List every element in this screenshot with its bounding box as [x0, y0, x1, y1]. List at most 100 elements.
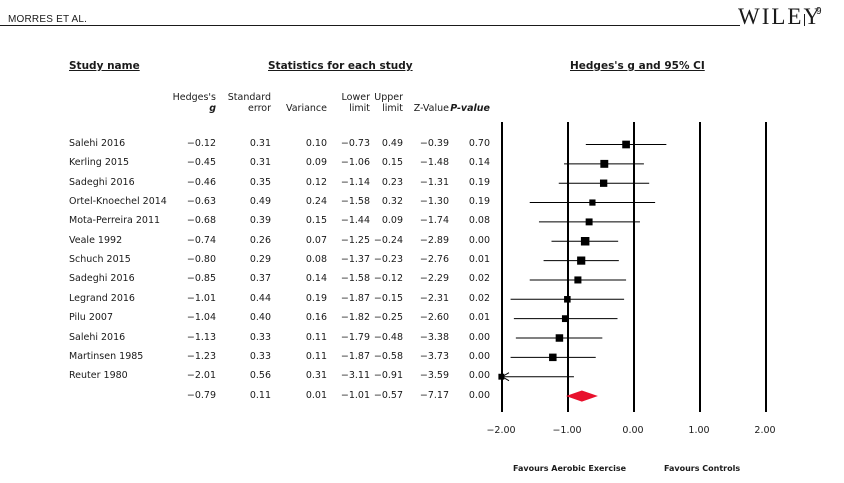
effect-square [589, 199, 596, 206]
hedges-g-cell: −0.63 [186, 196, 216, 208]
p-value-cell: 0.02 [468, 292, 490, 304]
z-value-cell: −3.38 [419, 331, 449, 343]
effect-square [577, 256, 586, 265]
p-value-cell: 0.01 [468, 254, 490, 266]
col-header-z-value: Z-Value [413, 103, 449, 114]
standard-error-cell: 0.26 [249, 234, 271, 246]
upper-limit-cell: 0.15 [381, 157, 403, 169]
p-value-cell: 0.00 [468, 389, 490, 401]
col-header-standard-error: Standard error [227, 92, 271, 114]
standard-error-cell: 0.31 [249, 157, 271, 169]
study-name-cell: Veale 1992 [69, 234, 123, 246]
variance-cell: 0.24 [305, 196, 327, 208]
lower-limit-cell: −3.11 [340, 370, 370, 382]
standard-error-cell: 0.37 [249, 273, 271, 285]
hedges-g-cell: −0.68 [186, 215, 216, 227]
variance-cell: 0.10 [305, 138, 327, 149]
upper-limit-cell: 0.09 [381, 215, 403, 227]
upper-limit-cell: −0.48 [373, 331, 403, 343]
effect-square [564, 296, 571, 303]
hedges-g-cell: −0.46 [186, 176, 216, 188]
effect-square [555, 334, 564, 342]
lower-limit-cell: −1.87 [340, 350, 370, 362]
variance-cell: 0.11 [305, 350, 327, 362]
p-value-cell: 0.19 [468, 176, 490, 188]
lower-limit-cell: −1.01 [340, 389, 370, 401]
standard-error-cell: 0.33 [249, 331, 271, 343]
p-value-cell: 0.02 [468, 273, 490, 285]
col-header-variance: Variance [285, 103, 327, 114]
upper-limit-cell: −0.24 [373, 234, 403, 246]
z-value-cell: −2.89 [419, 234, 449, 246]
col-header-upper-limit: Upper limit [374, 92, 403, 114]
lower-limit-cell: −1.58 [340, 273, 370, 285]
upper-limit-cell: −0.23 [373, 254, 403, 266]
upper-limit-cell: −0.58 [373, 350, 403, 362]
study-name-cell: Legrand 2016 [69, 292, 135, 304]
x-tick-label: 1.00 [688, 425, 710, 436]
study-name-cell: Sadeghi 2016 [69, 176, 135, 188]
upper-limit-cell: 0.23 [381, 176, 403, 188]
hedges-g-cell: −0.85 [186, 273, 216, 285]
standard-error-cell: 0.29 [249, 254, 271, 266]
variance-cell: 0.19 [305, 292, 327, 304]
standard-error-cell: 0.31 [249, 138, 271, 149]
study-name-cell: Mota-Perreira 2011 [69, 215, 161, 227]
standard-error-cell: 0.35 [249, 176, 271, 188]
running-head: MORRES ET AL. [8, 14, 88, 25]
effect-square [599, 179, 608, 187]
lower-limit-cell: −1.82 [340, 312, 370, 324]
variance-cell: 0.01 [305, 389, 327, 401]
effect-square [549, 353, 557, 362]
x-tick-label: −1.00 [552, 425, 582, 436]
study-name-cell: Kerling 2015 [69, 157, 130, 169]
upper-limit-cell: −0.25 [373, 312, 403, 324]
page-number-divider [804, 14, 805, 26]
z-value-cell: −1.30 [419, 196, 449, 208]
hedges-g-cell: −0.80 [186, 254, 216, 266]
publisher-logo: WILEY [738, 4, 823, 29]
p-value-cell: 0.00 [468, 331, 490, 343]
z-value-cell: −3.59 [419, 370, 449, 382]
p-value-cell: 0.08 [468, 215, 490, 227]
z-value-cell: −1.31 [419, 176, 449, 188]
hedges-g-cell: −1.04 [186, 312, 216, 324]
hedges-g-cell: −1.01 [186, 292, 216, 304]
x-tick-label: 2.00 [754, 425, 776, 436]
upper-limit-cell: −0.91 [373, 370, 403, 382]
z-value-cell: −2.31 [419, 292, 449, 304]
hedges-g-cell: −2.01 [186, 370, 216, 382]
lower-limit-cell: −1.58 [340, 196, 370, 208]
z-value-cell: −2.29 [419, 273, 449, 285]
standard-error-cell: 0.11 [249, 389, 271, 401]
x-tick-label: −2.00 [486, 425, 516, 436]
favours-left-label: Favours Aerobic Exercise [513, 464, 627, 473]
hedges-g-cell: −1.23 [186, 350, 216, 362]
study-name-cell: Schuch 2015 [69, 254, 131, 266]
variance-cell: 0.15 [305, 215, 327, 227]
col-header-lower-limit: Lower limit [341, 92, 370, 114]
lower-limit-cell: −0.73 [340, 138, 370, 149]
variance-cell: 0.08 [305, 254, 327, 266]
study-name-cell: Salehi 2016 [69, 331, 126, 343]
page-number: 9 [816, 6, 822, 17]
lower-limit-cell: −1.25 [340, 234, 370, 246]
z-value-cell: −2.60 [419, 312, 449, 324]
variance-cell: 0.16 [305, 312, 327, 324]
z-value-cell: −2.76 [419, 254, 449, 266]
effect-square [585, 218, 593, 226]
z-value-cell: −7.17 [419, 389, 449, 401]
variance-cell: 0.07 [305, 234, 327, 246]
p-value-cell: 0.70 [468, 138, 490, 149]
x-tick-label: 0.00 [622, 425, 644, 436]
effect-square [561, 315, 569, 323]
effect-square [600, 159, 609, 168]
p-value-cell: 0.00 [468, 370, 490, 382]
variance-cell: 0.12 [305, 176, 327, 188]
upper-limit-cell: 0.49 [381, 138, 403, 149]
hedges-g-cell: −0.12 [186, 138, 216, 149]
p-value-cell: 0.01 [468, 312, 490, 324]
hedges-g-cell: −0.74 [186, 234, 216, 246]
statistics-group-heading: Statistics for each study [268, 60, 413, 72]
study-name-cell: Pilu 2007 [69, 312, 114, 324]
